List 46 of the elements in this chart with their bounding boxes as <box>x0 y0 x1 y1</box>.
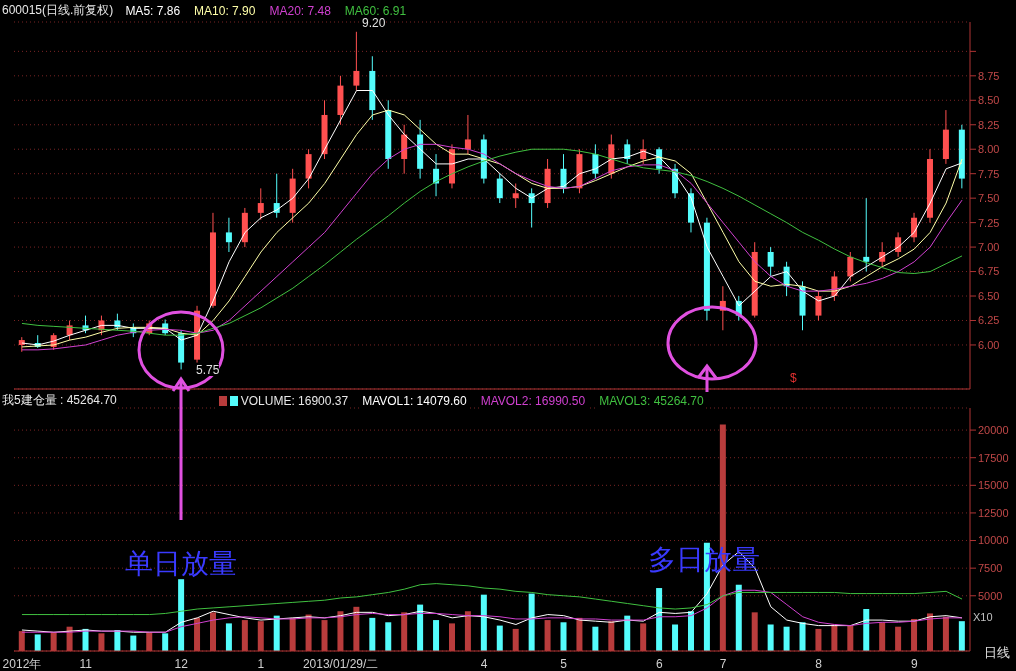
text: MAVOL2: 16990.50 <box>478 392 588 409</box>
text: MA20: 7.48 <box>267 2 333 19</box>
y-tick-label: 17500 <box>978 451 1009 464</box>
y-tick-label: 8.75 <box>978 69 1000 82</box>
y-tick-label: 6.00 <box>978 338 1000 351</box>
x-tick-label: 5 <box>560 656 568 671</box>
y-tick-label: 7.00 <box>978 241 1000 253</box>
y-tick-label: 6.75 <box>978 265 1000 278</box>
y-tick-label: 7.25 <box>978 216 1000 229</box>
y-tick-label: 20000 <box>978 424 1009 436</box>
annotation: 5.75 <box>196 363 220 377</box>
y-tick-label: 7.75 <box>978 167 1000 180</box>
annotation: 9.20 <box>362 16 386 30</box>
y-tick-label: 8.00 <box>978 143 1000 156</box>
annotation: 单日放量 <box>125 548 238 580</box>
y-tick-label: 8.50 <box>978 94 1000 107</box>
text: MAVOL1: 14079.60 <box>360 392 469 409</box>
text: X10 <box>973 611 993 623</box>
x-tick-label: 8 <box>815 656 823 671</box>
y-tick-label: 8.25 <box>978 118 1000 131</box>
text: MA60: 6.91 <box>342 2 409 19</box>
text: MA5: 7.86 <box>123 2 183 19</box>
text: MAVOL3: 45264.70 <box>597 392 706 409</box>
x-tick-label: 11 <box>79 656 93 671</box>
y-tick-label: 6.50 <box>978 289 1000 302</box>
x-tick-label: 7 <box>719 656 727 671</box>
y-tick-label: 7.50 <box>978 192 1000 205</box>
chart-title: 我5建仓量 : 45264.70 <box>2 392 117 409</box>
x-tick-label: 2013/01/29/二 <box>302 656 379 671</box>
text: MA10: 7.90 <box>192 2 258 19</box>
y-tick-label: 10000 <box>978 534 1009 547</box>
y-tick-label: 5000 <box>978 589 1003 602</box>
x-tick-label: 2012年 <box>2 656 42 671</box>
chart-title: 600015(日线.前复权) <box>2 2 114 19</box>
y-tick-label: 6.25 <box>978 314 1000 327</box>
x-tick-label: 12 <box>174 656 189 671</box>
x-tick-label: 6 <box>655 656 663 671</box>
y-tick-label: 7500 <box>978 562 1003 575</box>
y-tick-label: 12500 <box>978 506 1009 519</box>
annotation: $ <box>790 371 797 385</box>
legend-label: VOLUME: 16900.37 <box>216 392 351 409</box>
x-tick-label: 1 <box>257 656 265 671</box>
x-tick-label: 9 <box>910 656 918 671</box>
x-tick-label: 4 <box>480 656 488 671</box>
text: 日线 <box>984 645 1010 660</box>
y-tick-label: 15000 <box>978 479 1009 492</box>
